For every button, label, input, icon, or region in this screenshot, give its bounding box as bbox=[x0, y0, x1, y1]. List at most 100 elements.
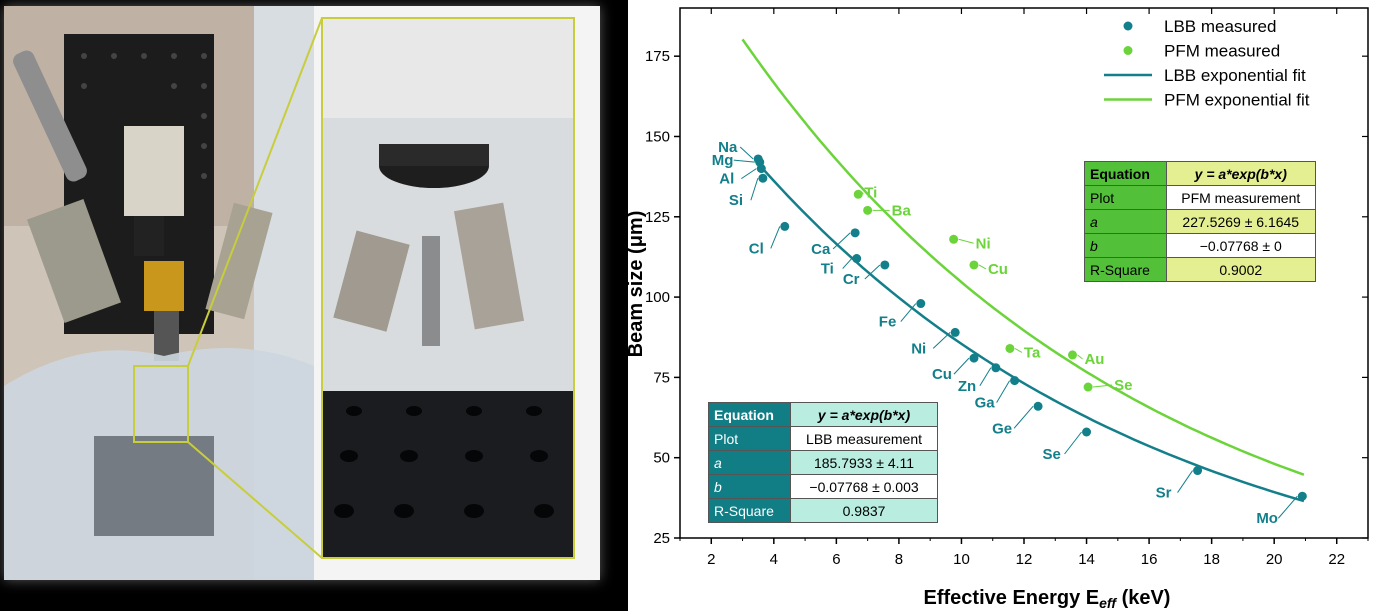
r-square-value: 0.9837 bbox=[790, 498, 938, 523]
pfm-point-ni bbox=[949, 234, 959, 244]
legend-label: PFM measured bbox=[1164, 42, 1280, 61]
gold-mount bbox=[144, 261, 184, 311]
b-label: b bbox=[707, 474, 792, 499]
lbb-fit-table: Equation y = a*exp(b*x) Plot LBB measure… bbox=[707, 402, 938, 523]
lbb-leader-line bbox=[750, 178, 759, 201]
equation-value: y = a*exp(b*x) bbox=[1165, 161, 1317, 186]
x-tick-label: 18 bbox=[1203, 551, 1220, 568]
table-row: R-Square 0.9002 bbox=[1084, 257, 1317, 282]
lbb-label-ga: Ga bbox=[975, 395, 996, 412]
lbb-leader-line bbox=[979, 367, 992, 387]
lbb-leader-line bbox=[1177, 470, 1193, 493]
pfm-label-cu: Cu bbox=[988, 261, 1008, 278]
b-value: −0.07768 ± 0.003 bbox=[790, 474, 938, 499]
pfm-leader-line bbox=[958, 238, 974, 244]
lbb-label-ti: Ti bbox=[821, 261, 834, 278]
plot-label: Plot bbox=[1084, 185, 1167, 210]
optic-head bbox=[154, 311, 179, 361]
pfm-label-ti: Ti bbox=[864, 184, 877, 201]
x-tick-label: 22 bbox=[1328, 551, 1345, 568]
y-tick-label: 125 bbox=[645, 209, 670, 226]
y-tick-label: 175 bbox=[645, 48, 670, 65]
pfm-leader-line bbox=[1093, 384, 1113, 388]
lbb-label-al: Al bbox=[719, 171, 734, 188]
pfm-point-ta bbox=[1005, 343, 1015, 353]
y-tick-label: 150 bbox=[645, 128, 670, 145]
x-tick-label: 16 bbox=[1141, 551, 1158, 568]
lbb-label-sr: Sr bbox=[1156, 485, 1172, 502]
closeup-detector-right bbox=[453, 202, 525, 330]
r-square-value: 0.9002 bbox=[1165, 257, 1317, 282]
x-tick-label: 10 bbox=[953, 551, 970, 568]
equation-label: Equation bbox=[707, 402, 792, 427]
lbb-leader-line bbox=[733, 159, 755, 163]
x-tick-label: 14 bbox=[1078, 551, 1095, 568]
closeup-optic bbox=[422, 236, 440, 346]
lbb-label-cu: Cu bbox=[932, 366, 952, 383]
lbb-point-fe bbox=[916, 299, 926, 309]
zoom-inset bbox=[321, 17, 575, 559]
equation-value: y = a*exp(b*x) bbox=[790, 402, 938, 427]
lbb-leader-line bbox=[832, 232, 851, 250]
pfm-leader-line bbox=[861, 192, 864, 195]
x-tick-label: 6 bbox=[832, 551, 840, 568]
lbb-label-cl: Cl bbox=[749, 240, 764, 257]
pfm-point-ti bbox=[853, 189, 863, 199]
closeup-holes bbox=[334, 406, 554, 518]
lbb-label-mg: Mg bbox=[712, 152, 734, 169]
lbb-label-na: Na bbox=[718, 139, 738, 156]
lbb-label-cr: Cr bbox=[843, 271, 860, 288]
lbb-label-ni: Ni bbox=[911, 340, 926, 357]
photo-panel bbox=[0, 0, 628, 611]
a-value: 185.7933 ± 4.11 bbox=[790, 450, 938, 475]
x-tick-label: 20 bbox=[1266, 551, 1283, 568]
axes: 2 4 6 8 10 12 14 16 18 20 22 25 50 75 100 125 150 175 bbox=[645, 7, 1369, 568]
table-row: R-Square 0.9837 bbox=[707, 498, 938, 523]
lbb-point-cl bbox=[780, 221, 790, 231]
y-tick-label: 25 bbox=[653, 530, 670, 547]
lbb-leader-line bbox=[864, 264, 881, 280]
b-value: −0.07768 ± 0 bbox=[1165, 233, 1317, 258]
legend-marker-pfm bbox=[1123, 46, 1133, 55]
lbb-label-fe: Fe bbox=[879, 314, 897, 331]
electronics-board bbox=[124, 126, 184, 216]
r-square-label: R-Square bbox=[1084, 257, 1167, 282]
detector-housing-right bbox=[205, 202, 273, 320]
pfm-leader-line bbox=[1077, 354, 1083, 360]
lbb-fit-curve bbox=[760, 166, 1305, 503]
table-row: b −0.07768 ± 0.003 bbox=[707, 474, 938, 499]
x-axis-title: Effective Energy Eeff (keV) bbox=[924, 587, 1171, 611]
lbb-point-al bbox=[756, 164, 766, 174]
pfm-point-cu bbox=[969, 260, 979, 270]
pfm-label-ta: Ta bbox=[1024, 344, 1041, 361]
x-tick-label: 2 bbox=[707, 551, 715, 568]
y-tick-label: 50 bbox=[653, 450, 670, 467]
legend-label: PFM exponential fit bbox=[1164, 91, 1310, 110]
lbb-label-si: Si bbox=[729, 192, 743, 209]
table-row: Equation y = a*exp(b*x) bbox=[707, 402, 938, 427]
lbb-leader-line bbox=[1013, 405, 1034, 429]
lbb-label-mo: Mo bbox=[1256, 510, 1278, 527]
b-label: b bbox=[1084, 233, 1167, 258]
pfm-fit-table: Equation y = a*exp(b*x) Plot PFM measure… bbox=[1084, 161, 1317, 282]
lbb-label-se: Se bbox=[1043, 446, 1061, 463]
lbb-point-sr bbox=[1193, 466, 1203, 476]
photo-frame bbox=[4, 6, 600, 580]
plot-label: Plot bbox=[707, 426, 792, 451]
lbb-point-zn bbox=[991, 363, 1001, 373]
lbb-leader-line bbox=[932, 332, 951, 349]
pfm-label-se: Se bbox=[1114, 377, 1132, 394]
lbb-leader-line bbox=[1277, 495, 1298, 519]
lbb-point-cu bbox=[969, 353, 979, 363]
table-row: a 227.5269 ± 6.1645 bbox=[1084, 209, 1317, 234]
sample-stage bbox=[94, 436, 214, 536]
legend-marker-lbb bbox=[1123, 21, 1133, 31]
lbb-point-ca bbox=[850, 228, 860, 238]
table-row: Plot LBB measurement bbox=[707, 426, 938, 451]
lbb-leader-line bbox=[739, 146, 754, 160]
breadboard-holes bbox=[81, 53, 207, 179]
table-row: b −0.07768 ± 0 bbox=[1084, 233, 1317, 258]
xray-tube bbox=[13, 50, 87, 182]
lbb-point-se bbox=[1082, 427, 1092, 437]
